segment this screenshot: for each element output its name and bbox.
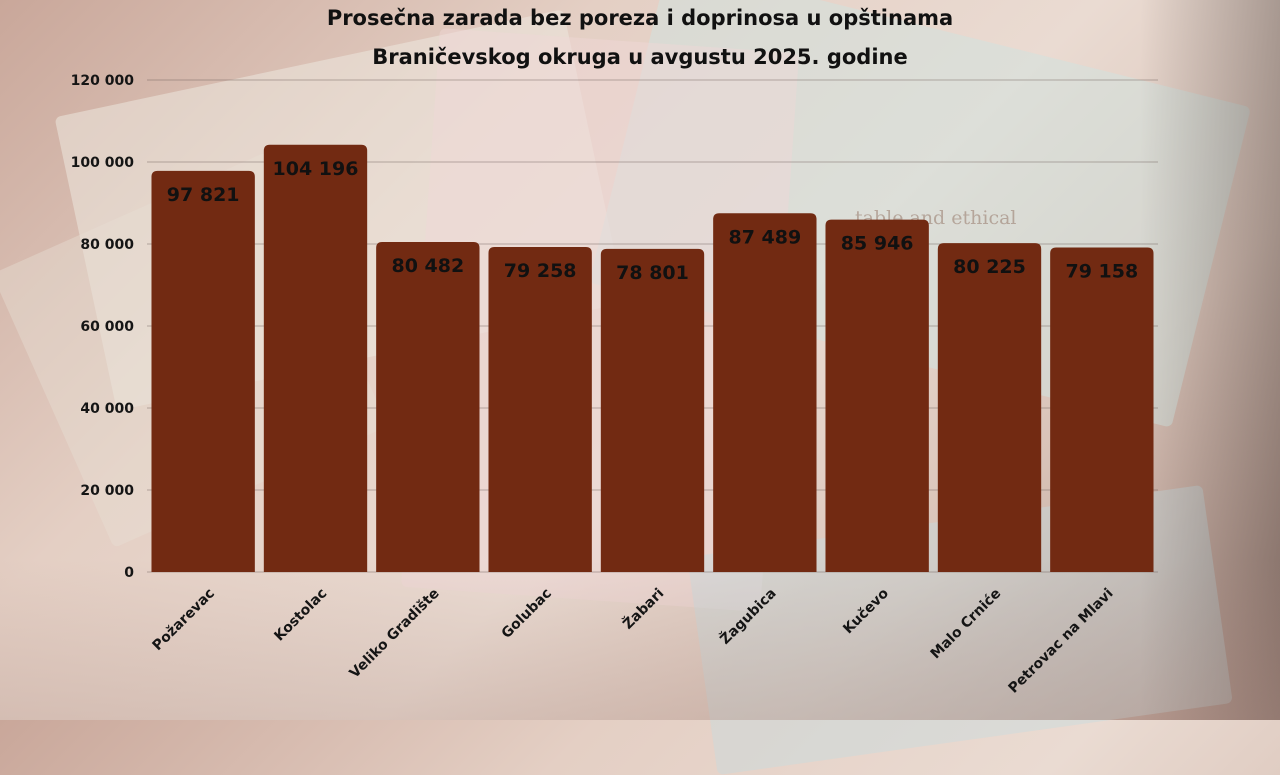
data-label: 79 258 xyxy=(504,260,577,282)
bar-chart: Prosečna zarada bez poreza i doprinosa u… xyxy=(71,6,1158,697)
bar xyxy=(151,170,255,572)
y-tick-label: 60 000 xyxy=(80,319,134,335)
data-label: 85 946 xyxy=(841,233,914,255)
data-label: 80 225 xyxy=(953,256,1026,278)
y-tick-label: 120 000 xyxy=(71,73,135,89)
y-tick-label: 20 000 xyxy=(80,483,134,499)
data-label: 97 821 xyxy=(167,184,240,206)
chart-title-line: Prosečna zarada bez poreza i doprinosa u… xyxy=(327,6,953,30)
value-labels: 97 821 104 196 80 482 79 258 78 801 87 489 85 … xyxy=(167,158,1138,284)
bar xyxy=(600,248,705,572)
chart-title-line: Braničevskog okruga u avgustu 2025. godi… xyxy=(372,45,907,69)
x-tick-label: Veliko Gradište xyxy=(347,586,443,682)
data-label: 79 158 xyxy=(1065,260,1138,282)
bar xyxy=(713,213,817,572)
y-tick-label: 40 000 xyxy=(80,401,134,417)
y-tick-label: 80 000 xyxy=(80,237,134,253)
bar xyxy=(488,247,592,572)
x-axis-categories: Požarevac Kostolac Veliko Gradište Golubac Ž… xyxy=(150,585,1117,697)
x-tick-label: Malo Crniće xyxy=(928,586,1005,663)
bar xyxy=(263,144,368,573)
y-tick-label: 0 xyxy=(124,565,134,581)
x-tick-label: Žabari xyxy=(619,585,667,633)
bars xyxy=(151,144,1154,573)
x-tick-label: Kostolac xyxy=(271,586,330,645)
bar xyxy=(825,219,929,572)
y-tick-label: 100 000 xyxy=(71,155,135,171)
data-label: 80 482 xyxy=(391,255,464,277)
data-label: 78 801 xyxy=(616,262,689,284)
x-tick-label: Golubac xyxy=(499,586,555,642)
data-label: 87 489 xyxy=(728,226,801,248)
chart-title: Prosečna zarada bez poreza i doprinosa u… xyxy=(327,6,953,69)
x-tick-label: Požarevac xyxy=(150,586,218,654)
y-axis-ticks: 0 20 000 40 000 60 000 80 000 100 000 120 000 xyxy=(71,73,135,581)
x-tick-label: Žagubica xyxy=(717,585,780,648)
data-label: 104 196 xyxy=(273,158,359,180)
x-tick-label: Petrovac na Mlavi xyxy=(1006,586,1117,697)
bar xyxy=(1050,247,1154,572)
x-tick-label: Kučevo xyxy=(840,585,892,637)
bar xyxy=(376,242,480,572)
bar xyxy=(937,243,1042,572)
